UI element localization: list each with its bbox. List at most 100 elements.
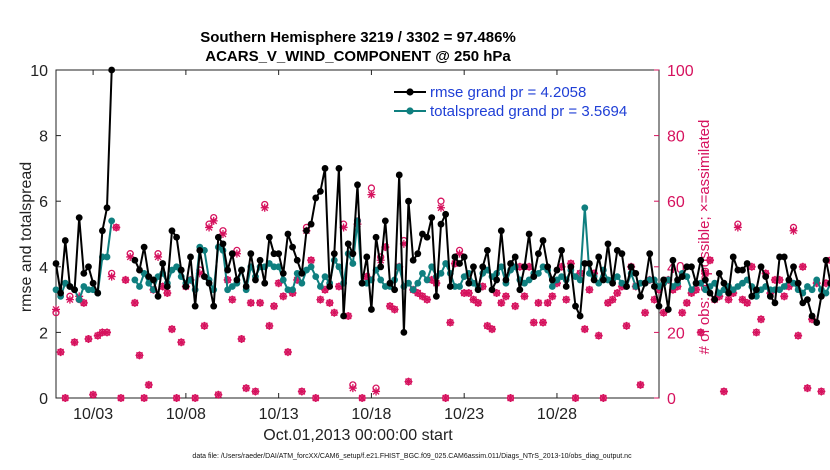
obs-assimilated-point (121, 275, 130, 284)
obs-assimilated-point (650, 295, 659, 304)
obs-assimilated-point (794, 331, 803, 340)
obs-assimilated-point (316, 295, 325, 304)
obs-assimilated-point (571, 394, 580, 402)
totalspread-point (136, 283, 143, 290)
rmse-point (210, 302, 218, 310)
totalspread-point (312, 273, 320, 281)
rmse-point (604, 240, 612, 248)
rmse-point (701, 276, 709, 284)
obs-assimilated-point (135, 351, 144, 360)
obs-assimilated-point (209, 216, 218, 225)
totalspread-point (75, 296, 83, 303)
obs-assimilated-point (534, 298, 543, 307)
rmse-point (808, 312, 816, 320)
obs-assimilated-point (492, 289, 501, 298)
rmse-point (465, 279, 473, 287)
rmse-point (242, 283, 250, 290)
rmse-point (678, 273, 686, 281)
rmse-point (150, 276, 157, 284)
rmse-point (479, 263, 487, 271)
x-tick-label: 10/18 (351, 406, 391, 423)
rmse-point (372, 233, 380, 241)
obs-assimilated-point (515, 262, 524, 271)
y-tick-label: 0 (39, 391, 48, 408)
obs-assimilated-point (325, 298, 334, 307)
obs-assimilated-point (218, 230, 227, 238)
obs-assimilated-point (367, 190, 376, 199)
obs-assimilated-point (191, 394, 200, 402)
obs-assimilated-point (89, 390, 98, 399)
rmse-point (98, 227, 106, 235)
obs-assimilated-point (511, 302, 520, 311)
obs-assimilated-point (701, 269, 710, 278)
totalspread-point (289, 286, 296, 294)
rmse-point (627, 263, 635, 271)
obs-assimilated-point (594, 331, 603, 340)
obs-assimilated-point (84, 334, 93, 343)
rmse-point (813, 319, 821, 326)
obs-assimilated-point (613, 289, 622, 298)
y-right-tick-label: 60 (667, 194, 685, 211)
rmse-point (238, 266, 245, 274)
totalspread-point (307, 263, 315, 271)
obs-assimilated-point (237, 334, 246, 343)
rmse-point (252, 276, 259, 284)
rmse-point (395, 171, 403, 179)
rmse-point (316, 187, 324, 195)
obs-assimilated-point (158, 282, 167, 291)
totalspread-point (808, 286, 816, 294)
rmse-point (632, 269, 640, 277)
obs-assimilated-point (696, 328, 705, 337)
rmse-point (89, 279, 97, 287)
rmse-point (321, 165, 329, 172)
obs-assimilated-point (93, 331, 102, 340)
rmse-point (553, 266, 561, 274)
rmse-point (191, 302, 199, 310)
rmse-point (381, 217, 389, 225)
rmse-point (725, 289, 732, 297)
totalspread-point (442, 260, 450, 267)
obs-assimilated-point (70, 338, 79, 347)
obs-assimilated-point (659, 308, 668, 317)
rmse-point (507, 260, 514, 267)
obs-assimilated-point (130, 298, 139, 307)
totalspread-point (419, 269, 426, 277)
obs-assimilated-point (757, 315, 766, 324)
obs-assimilated-point (65, 295, 74, 304)
obs-possible-point (367, 184, 376, 192)
rmse-point (599, 276, 607, 284)
obs-assimilated-point (450, 259, 459, 268)
rmse-point (196, 247, 204, 254)
rmse-point (279, 269, 287, 277)
rmse-point (94, 289, 102, 297)
obs-assimilated-point (747, 262, 756, 271)
rmse-point (428, 214, 436, 222)
rmse-point (205, 279, 213, 287)
rmse-point (483, 247, 491, 254)
rmse-point (641, 279, 649, 287)
rmse-point (442, 210, 450, 218)
rmse-point (224, 266, 232, 274)
obs-assimilated-point (506, 394, 515, 402)
totalspread-point (414, 279, 422, 287)
obs-assimilated-point (738, 295, 747, 304)
rmse-point (539, 237, 547, 244)
obs-assimilated-point (497, 298, 506, 307)
obs-assimilated-point (488, 325, 497, 334)
rmse-point (762, 273, 770, 281)
obs-assimilated-point (274, 279, 283, 288)
totalspread-point (581, 204, 589, 212)
obs-assimilated-point (455, 249, 464, 258)
rmse-point (502, 276, 510, 284)
rmse-point (386, 279, 394, 287)
obs-assimilated-point (436, 203, 445, 212)
rmse-point (567, 263, 575, 271)
obs-assimilated-point (279, 292, 288, 301)
rmse-point (414, 250, 422, 258)
obs-assimilated-point (817, 387, 826, 396)
rmse-point (586, 260, 593, 267)
rmse-point (340, 312, 347, 320)
totalspread-point (437, 269, 445, 277)
obs-assimilated-point (798, 262, 807, 271)
